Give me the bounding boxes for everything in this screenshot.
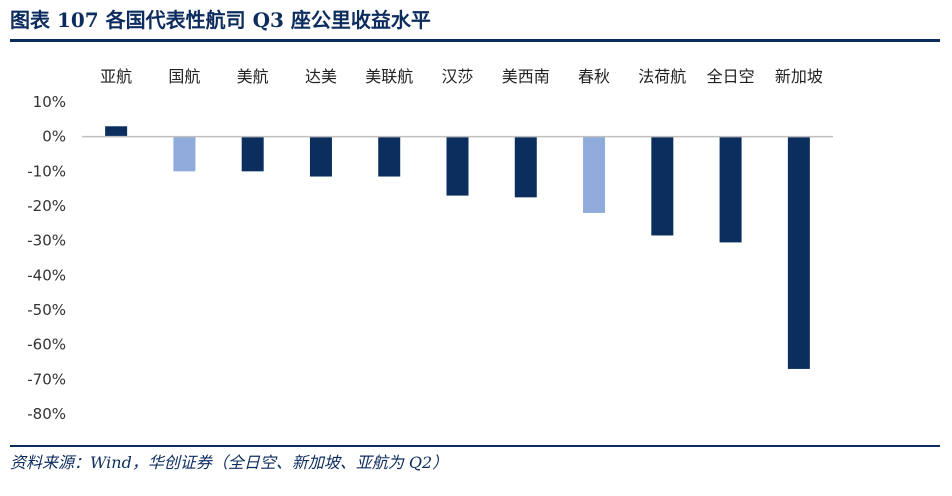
bar: [446, 136, 469, 196]
y-tick-label: 0%: [42, 128, 66, 146]
category-labels: 亚航 国航 美航 达美 美联航 汉莎 美西南 春秋 法荷航 全日空 新加坡: [100, 67, 823, 86]
bar: [651, 136, 674, 236]
bar: [719, 136, 742, 243]
category-label: 法荷航: [638, 67, 686, 86]
category-label: 美联航: [365, 67, 413, 86]
y-tick-label: -10%: [27, 162, 66, 180]
category-label: 达美: [305, 67, 337, 86]
category-label: 国航: [168, 67, 200, 86]
y-tick-label: -60%: [27, 336, 66, 354]
y-tick-label: 10%: [33, 93, 66, 111]
y-axis-tick-labels: 10% 0% -10% -20% -30% -40% -50% -60% -70% -80%: [27, 93, 66, 423]
y-tick-label: -70%: [27, 370, 66, 388]
bar: [173, 136, 196, 172]
bar: [378, 136, 401, 177]
y-tick-label: -20%: [27, 197, 66, 215]
footer-rule: [10, 445, 940, 447]
title-rule: [10, 39, 940, 42]
y-tick-label: -50%: [27, 301, 66, 319]
y-tick-label: -80%: [27, 405, 66, 423]
bar: [787, 136, 810, 369]
category-label: 亚航: [100, 67, 132, 86]
y-tick-label: -40%: [27, 266, 66, 284]
bar: [105, 126, 128, 137]
bar: [514, 136, 537, 198]
source-note: 资料来源：Wind，华创证券（全日空、新加坡、亚航为 Q2）: [10, 453, 449, 472]
y-tick-label: -30%: [27, 232, 66, 250]
category-label: 美航: [237, 67, 269, 86]
bar: [241, 136, 264, 172]
category-label: 春秋: [578, 67, 610, 86]
category-label: 全日空: [707, 67, 755, 86]
bars: [105, 126, 810, 369]
bar: [583, 136, 606, 213]
bar: [309, 136, 332, 177]
chart-title: 图表 107 各国代表性航司 Q3 座公里收益水平: [10, 8, 431, 32]
category-label: 汉莎: [441, 67, 473, 86]
category-label: 美西南: [502, 67, 550, 86]
category-label: 新加坡: [775, 67, 823, 86]
